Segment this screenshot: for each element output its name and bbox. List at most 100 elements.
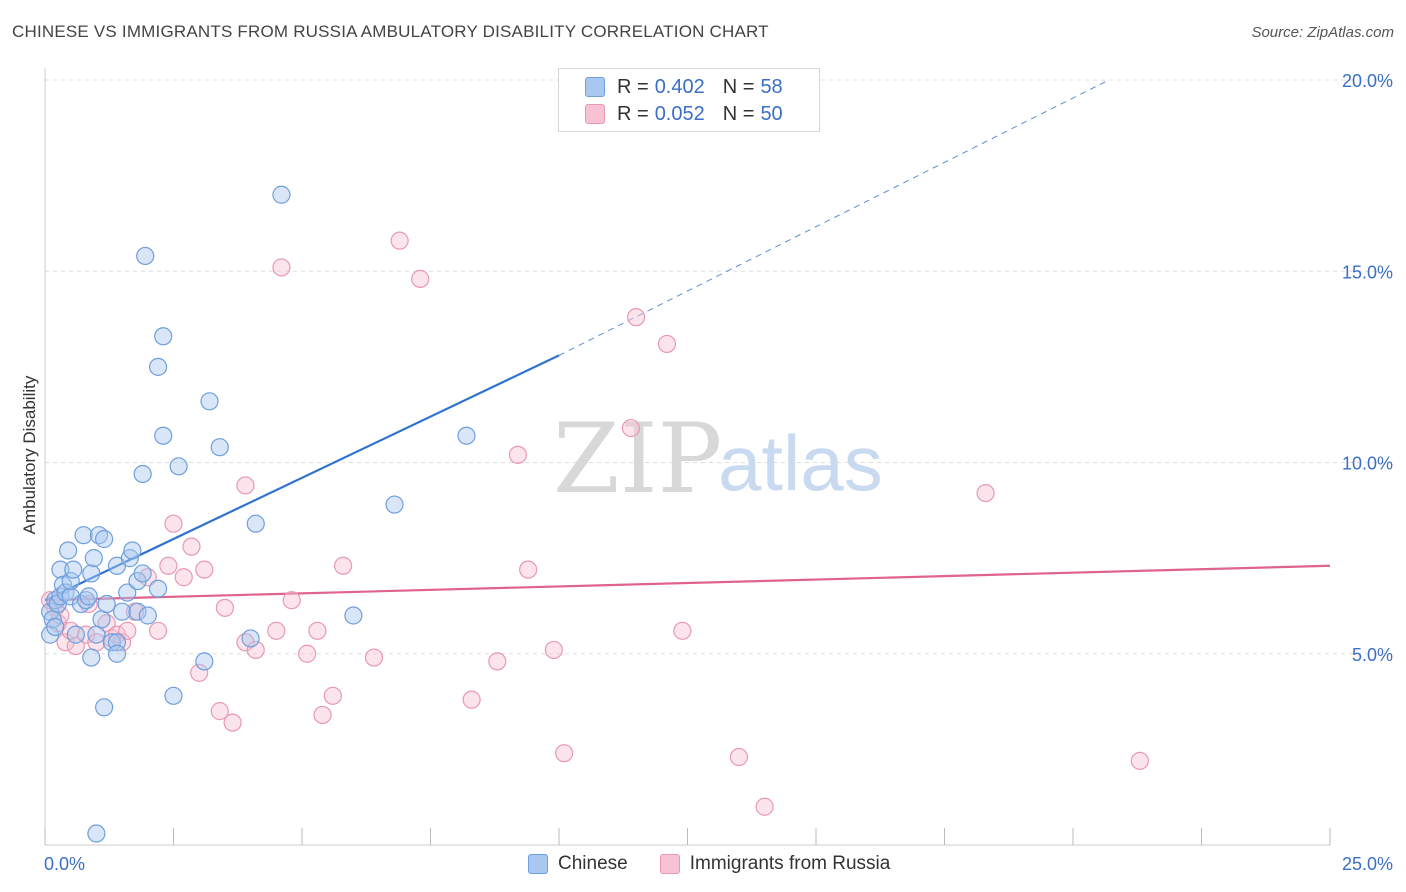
chinese-r-label: R = — [617, 75, 649, 98]
chinese-point — [123, 541, 142, 560]
russia-point — [272, 258, 291, 277]
chinese-point — [59, 541, 78, 560]
russia-point — [673, 621, 692, 640]
russia-point — [462, 690, 481, 709]
russia-point — [267, 621, 286, 640]
chinese-point — [82, 564, 101, 583]
russia-point — [77, 625, 96, 644]
russia-point — [519, 560, 538, 579]
russia-point — [223, 713, 242, 732]
russia-point — [56, 633, 75, 652]
chinese-point — [51, 560, 70, 579]
russia-point — [411, 269, 430, 288]
tick-labels: 5.0% 10.0% 15.0% 20.0% 0.0% 25.0% — [44, 71, 1393, 874]
chinese-point — [82, 648, 101, 667]
russia-swatch — [585, 104, 605, 124]
chinese-point — [128, 602, 147, 621]
chinese-point — [66, 625, 85, 644]
x-tick-label: 0.0% — [44, 854, 85, 874]
y-tick-label: 10.0% — [1342, 454, 1393, 474]
grid-lines — [45, 79, 1392, 655]
russia-point — [621, 418, 641, 438]
legend-item-russia: Immigrants from Russia — [659, 853, 890, 875]
russia-point — [657, 334, 677, 354]
russia-r-value: 0.052 — [654, 102, 705, 125]
russia-point — [236, 476, 255, 495]
legend-chinese-label: Chinese — [558, 853, 628, 874]
chinese-point — [87, 625, 106, 644]
chinese-point — [46, 617, 65, 637]
chinese-point — [457, 426, 476, 445]
chinese-point — [79, 587, 98, 606]
series-legend: Chinese Immigrants from Russia — [528, 851, 922, 877]
russia-point — [976, 484, 995, 503]
russia-point — [323, 686, 342, 705]
legend-russia-swatch — [659, 854, 680, 874]
russia-point — [195, 560, 214, 579]
russia-point — [210, 702, 229, 721]
russia-point — [246, 640, 265, 660]
russia-point — [1130, 751, 1149, 770]
chinese-point — [272, 185, 291, 204]
russia-point — [118, 621, 137, 640]
y-axis-label: Ambulatory Disability — [20, 375, 39, 534]
russia-point — [298, 644, 317, 663]
russia-point — [390, 231, 409, 250]
russia-point — [174, 568, 193, 587]
russia-point — [508, 445, 527, 464]
legend-item-chinese: Chinese — [528, 853, 628, 875]
chinese-point — [148, 357, 168, 376]
y-tick-label: 20.0% — [1342, 71, 1393, 91]
chart-title: CHINESE VS IMMIGRANTS FROM RUSSIA AMBULA… — [12, 22, 769, 41]
chinese-point — [97, 594, 116, 614]
chinese-point — [107, 644, 127, 663]
chinese-n-value: 58 — [760, 75, 783, 98]
russia-point — [182, 537, 201, 556]
chinese-point — [154, 426, 173, 445]
x-tick-label: 25.0% — [1342, 854, 1393, 874]
chinese-point — [154, 327, 173, 346]
chinese-point — [246, 514, 265, 533]
chinese-point — [164, 686, 183, 705]
chinese-point — [200, 392, 219, 411]
russia-point — [313, 705, 332, 725]
chinese-point — [102, 633, 121, 652]
chinese-point — [92, 610, 111, 629]
russia-point — [159, 556, 178, 575]
chinese-r-value: 0.402 — [654, 75, 705, 98]
russia-n-label: N = — [722, 102, 755, 125]
correlation-legend: R = 0.402 N = 58 R = 0.052 N = 50 — [558, 68, 820, 132]
russia-point — [190, 663, 209, 682]
chinese-n-label: N = — [722, 75, 755, 98]
trend-lines — [44, 79, 1331, 602]
chinese-point — [138, 606, 157, 625]
russia-point — [334, 556, 353, 575]
russia-point — [729, 747, 749, 767]
watermark-atlas: atlas — [718, 419, 883, 507]
russia-point — [148, 621, 168, 640]
chinese-point — [169, 457, 188, 476]
chinese-point — [84, 549, 103, 568]
chinese-point — [87, 824, 106, 843]
russia-point — [308, 621, 327, 640]
russia-point — [755, 797, 774, 816]
russia-trend-line — [44, 564, 1331, 602]
chinese-point — [344, 606, 363, 625]
series-chinese-points — [41, 185, 476, 843]
legend-chinese-swatch — [528, 854, 548, 874]
russia-point — [555, 744, 574, 763]
chinese-point — [195, 652, 214, 671]
russia-point — [215, 598, 234, 617]
russia-r-label: R = — [617, 102, 649, 125]
russia-point — [626, 308, 646, 327]
axes — [44, 68, 1331, 846]
russia-point — [164, 514, 183, 533]
chinese-point — [241, 629, 260, 648]
chinese-point — [74, 526, 93, 545]
russia-point — [364, 648, 384, 667]
y-tick-label: 5.0% — [1352, 645, 1393, 665]
chinese-point — [133, 464, 152, 484]
chinese-swatch — [585, 77, 605, 97]
russia-point — [112, 633, 132, 652]
chinese-point — [136, 246, 155, 266]
